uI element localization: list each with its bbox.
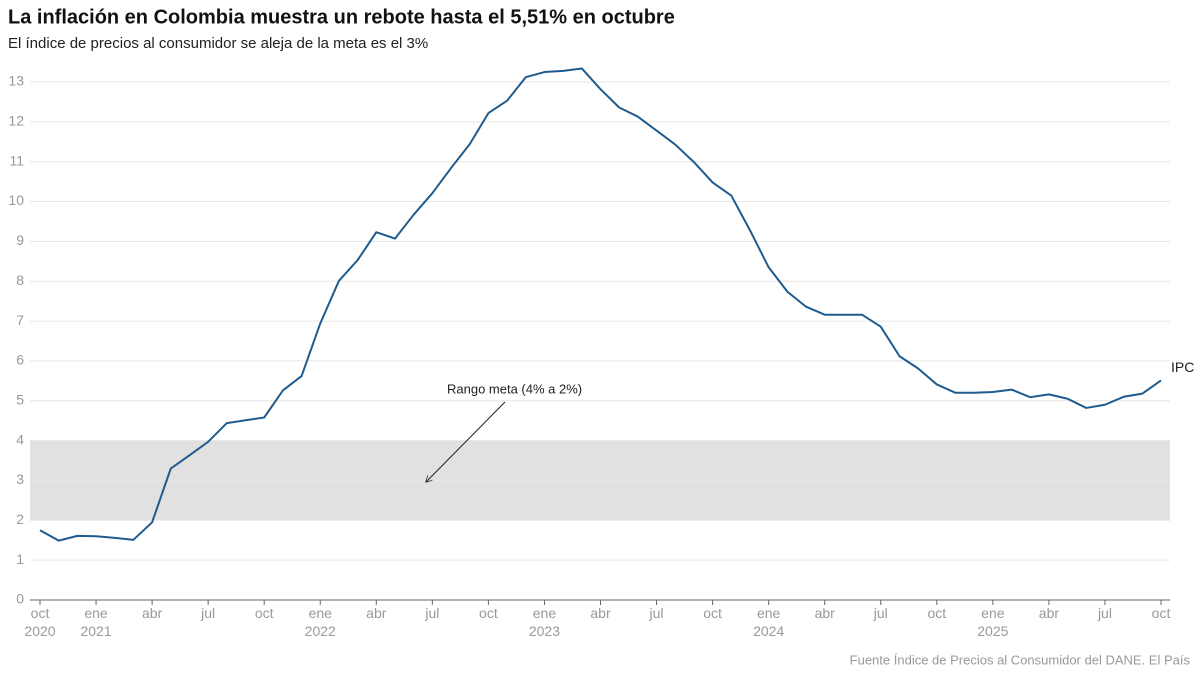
x-tick-label: jul bbox=[424, 605, 439, 621]
line bbox=[39, 67, 1162, 542]
x-tick-label: abr bbox=[366, 605, 387, 621]
x-tick-label: ene 2024 bbox=[753, 605, 784, 639]
y-tick-label: 7 bbox=[16, 312, 24, 328]
x-tick-label: ene 2021 bbox=[80, 605, 111, 639]
y-tick-label: 11 bbox=[9, 152, 24, 168]
x-tick-label: abr bbox=[1039, 605, 1060, 621]
y-tick-label: 1 bbox=[16, 551, 24, 567]
series-label: IPC bbox=[1171, 359, 1194, 375]
y-tick-label: 9 bbox=[16, 232, 24, 248]
chart-subtitle: El índice de precios al consumidor se al… bbox=[8, 35, 428, 52]
x-tick-label: ene 2025 bbox=[977, 605, 1008, 639]
y-tick-label: 8 bbox=[16, 272, 24, 288]
annotation-arrow bbox=[426, 401, 506, 482]
x-tick-label: ene 2022 bbox=[305, 605, 336, 639]
y-tick-label: 5 bbox=[16, 391, 24, 407]
x-tick-label: abr bbox=[142, 605, 163, 621]
x-tick-label: ene 2023 bbox=[529, 605, 560, 639]
x-tick-label: oct bbox=[1152, 605, 1171, 621]
y-tick-label: 2 bbox=[16, 511, 24, 527]
y-tick-label: 6 bbox=[16, 352, 24, 368]
y-tick-label: 13 bbox=[8, 73, 24, 89]
y-tick-label: 3 bbox=[16, 471, 24, 487]
x-tick-label: oct 2020 bbox=[24, 605, 55, 639]
annotation: Rango meta (4% a 2%) bbox=[447, 381, 582, 396]
x-tick-label: abr bbox=[815, 605, 836, 621]
source: Fuente Índice de Precios al Consumidor d… bbox=[850, 652, 1191, 667]
x-tick-label: oct bbox=[927, 605, 946, 621]
chart-title: La inflación en Colombia muestra un rebo… bbox=[8, 6, 675, 28]
x-tick-label: jul bbox=[873, 605, 888, 621]
y-tick-label: 0 bbox=[16, 591, 24, 607]
x-tick-label: abr bbox=[590, 605, 611, 621]
y-tick-label: 4 bbox=[16, 431, 24, 447]
y-tick-label: 12 bbox=[8, 113, 24, 129]
x-tick-label: jul bbox=[200, 605, 215, 621]
x-tick-label: oct bbox=[479, 605, 498, 621]
x-tick-label: oct bbox=[255, 605, 274, 621]
x-tick-label: oct bbox=[703, 605, 722, 621]
x-tick-label: jul bbox=[649, 605, 664, 621]
x-tick-label: jul bbox=[1097, 605, 1112, 621]
y-tick-label: 10 bbox=[8, 192, 24, 208]
